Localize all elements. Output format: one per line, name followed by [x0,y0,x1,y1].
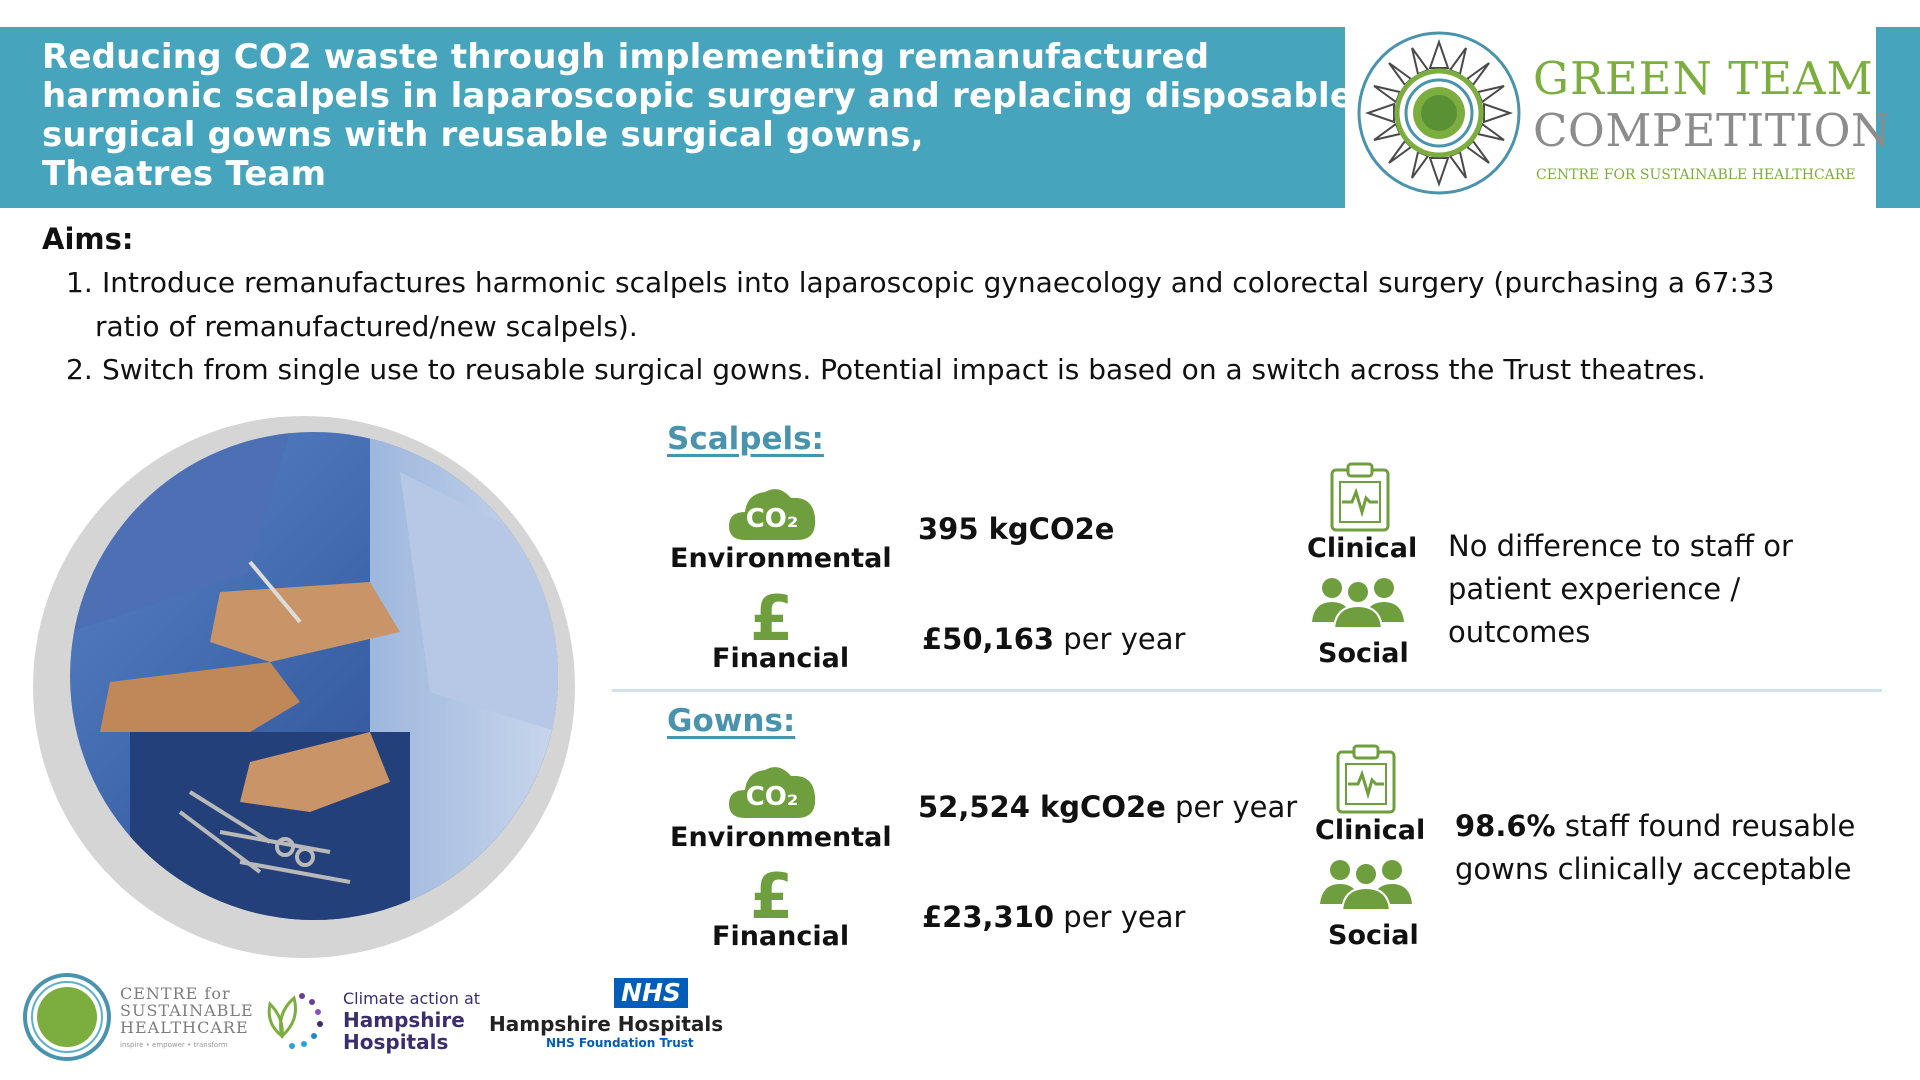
fin-value-suffix: per year [1054,900,1186,934]
fin-value-number: £50,163 [922,622,1055,656]
green-team-mandala-icon [1357,31,1521,195]
page-title: Reducing CO2 waste through implementing … [42,37,1354,194]
aim-text-line2: ratio of remanufactured/new scalpels). [95,310,638,343]
clinical-label: Clinical [1307,533,1418,564]
financial-value: £23,310 per year [922,900,1185,934]
section-divider [612,689,1882,692]
climate-action-text: Climate action at [343,989,481,1008]
environmental-value: 395 kgCO2e [918,512,1114,546]
env-value-number: 52,524 kgCO2e [918,790,1166,824]
social-label: Social [1328,920,1419,951]
co2-cloud-text: CO₂ [746,504,799,534]
gowns-outcome-text: 98.6% staff found reusable gowns clinica… [1455,805,1885,891]
pound-icon: £ [750,860,794,933]
fin-value-number: £23,310 [922,900,1055,934]
clipboard-icon [1336,744,1396,814]
climate-line2: Hampshire [343,1008,465,1032]
environmental-label: Environmental [670,822,892,853]
gtc-subtitle: CENTRE FOR SUSTAINABLE HEALTHCARE [1536,167,1856,183]
climate-line3: Hospitals [343,1030,449,1054]
pound-icon: £ [750,582,794,655]
financial-label: Financial [712,643,850,674]
nhs-trust-subtitle: NHS Foundation Trust [546,1036,694,1050]
aim-number: 1. [66,266,93,299]
gowns-heading: Gowns: [667,703,796,739]
aim-text-line1: Switch from single use to reusable surgi… [102,353,1706,386]
aim-text-line1: Introduce remanufactures harmonic scalpe… [102,266,1775,299]
title-line-4: Theatres Team [42,154,327,194]
csh-line3: HEALTHCARE [120,1018,249,1037]
aim-item-2: 2. Switch from single use to reusable sur… [66,348,1866,392]
csh-logo-text: CENTRE for SUSTAINABLE HEALTHCARE [120,985,254,1036]
financial-value: £50,163 per year [922,622,1185,656]
environmental-value: 52,524 kgCO2e per year [918,790,1297,824]
co2-cloud-icon: CO₂ [729,489,816,540]
header-banner [0,27,1345,208]
desc-bold: 98.6% [1455,809,1556,843]
csh-tagline: inspire • empower • transform [120,1041,228,1049]
nhs-trust-name: Hampshire Hospitals [489,1012,724,1036]
desc-line1: No difference to staff or [1448,529,1793,563]
gtc-title-line2: COMPETITION [1533,104,1891,157]
aim-item-1: 1. Introduce remanufactures harmonic scal… [66,261,1866,349]
scalpels-outcome-text: No difference to staff or patient experi… [1448,525,1888,654]
financial-label: Financial [712,921,850,952]
people-icon [1312,578,1404,628]
climate-action-leaf-icon [267,993,323,1049]
env-value-number: 395 kgCO2e [918,512,1115,546]
scalpels-heading: Scalpels: [667,421,824,457]
title-line-1: Reducing CO2 waste through implementing … [42,37,1210,77]
people-icon [1320,860,1412,910]
csh-line1: CENTRE for [120,984,231,1003]
co2-cloud-text: CO₂ [746,782,799,812]
fin-value-suffix: per year [1054,622,1186,656]
surgery-photo [70,432,558,920]
co2-cloud-icon: CO₂ [729,767,816,818]
csh-line2: SUSTAINABLE [120,1001,254,1020]
clinical-label: Clinical [1315,815,1426,846]
gtc-title-line1: GREEN TEAM [1533,52,1874,105]
title-line-2: harmonic scalpels in laparoscopic surger… [42,76,1354,116]
aims-heading: Aims: [42,222,134,256]
header-right-strip [1876,27,1920,208]
social-label: Social [1318,638,1409,669]
desc-line2: gowns clinically acceptable [1455,852,1852,886]
desc-line2: patient experience / outcomes [1448,572,1741,649]
aim-number: 2. [66,353,93,386]
surgery-photo-illustration [70,432,558,920]
clipboard-icon [1330,462,1390,532]
climate-action-name: Hampshire Hospitals [343,1009,465,1053]
title-line-3: surgical gowns with reusable surgical go… [42,115,924,155]
environmental-label: Environmental [670,543,892,574]
env-value-suffix: per year [1165,790,1298,824]
csh-logo-icon [23,973,111,1061]
desc-line1: staff found reusable [1555,809,1856,843]
nhs-logo-badge: NHS [614,978,688,1008]
